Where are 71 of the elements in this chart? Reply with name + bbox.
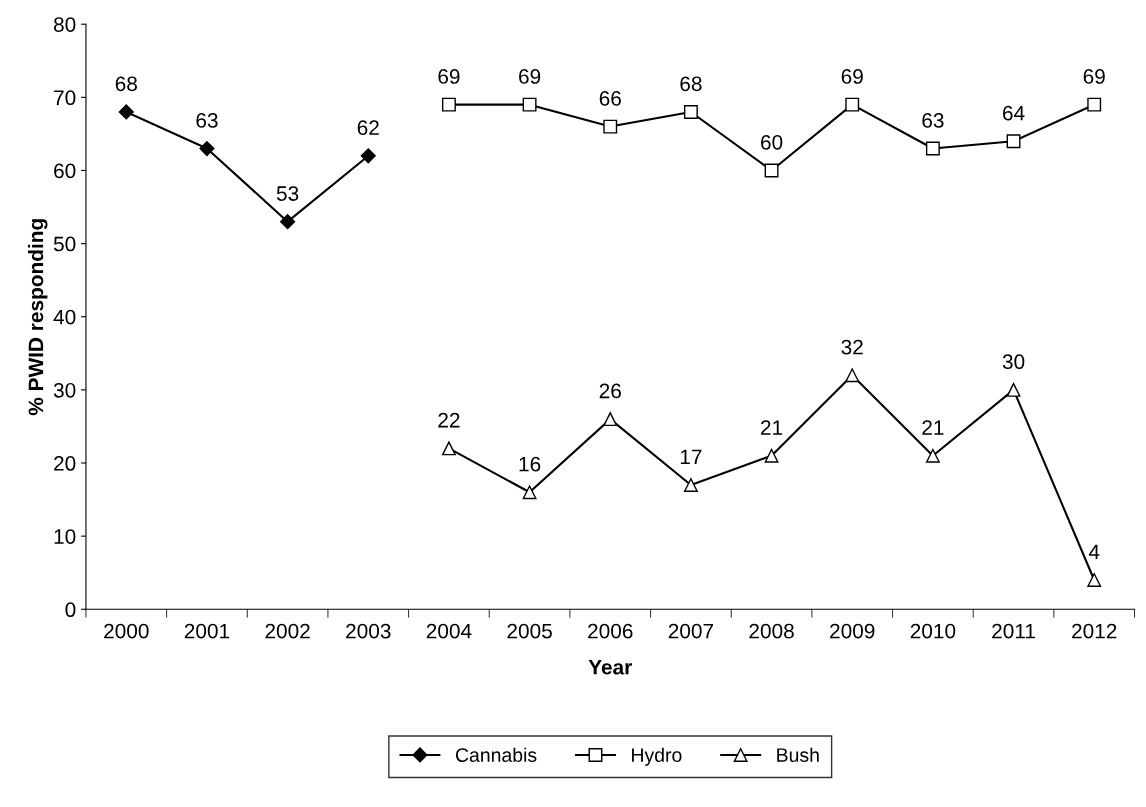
data-label: 69	[841, 69, 863, 84]
point	[522, 97, 537, 112]
point	[441, 97, 456, 112]
y-axis-title: % PWID responding	[27, 219, 48, 416]
data-label: 64	[1003, 105, 1025, 121]
data-label: 68	[680, 76, 702, 92]
point	[280, 214, 296, 230]
data-label: 21	[761, 420, 783, 435]
x-tick-label: 2010	[910, 623, 956, 639]
point	[764, 448, 779, 463]
x-tick-label: 2001	[184, 623, 230, 639]
point	[1006, 382, 1021, 397]
data-label: 63	[196, 113, 218, 128]
data-label: 17	[680, 449, 702, 464]
data-label: 69	[519, 69, 541, 84]
x-tick-label: 2007	[668, 623, 714, 639]
y-tick-label: 40	[53, 309, 76, 325]
point	[925, 141, 940, 156]
point	[199, 140, 215, 157]
data-label: 68	[115, 76, 137, 92]
data-label: 4	[1088, 544, 1100, 560]
point	[764, 163, 779, 178]
point	[1087, 573, 1102, 587]
data-label: 22	[438, 412, 460, 428]
point	[1006, 134, 1021, 149]
data-label: 66	[599, 91, 621, 106]
y-tick-label: 10	[54, 529, 76, 544]
y-tick-label: 20	[54, 456, 76, 471]
data-label: 30	[1002, 354, 1025, 370]
point	[360, 148, 376, 164]
data-label: 60	[761, 134, 783, 150]
legend-label: Hydro	[632, 747, 682, 766]
point	[925, 448, 940, 463]
y-tick-label: 70	[54, 90, 76, 106]
point	[603, 119, 618, 134]
data-label: 26	[599, 383, 621, 399]
y-tick-label: 80	[53, 17, 76, 32]
x-tick-label: 2012	[1072, 623, 1117, 639]
data-label: 32	[841, 339, 863, 355]
point	[683, 105, 698, 119]
x-tick-label: 2005	[507, 623, 552, 639]
legend-label: Bush	[777, 747, 819, 762]
point	[845, 368, 860, 383]
point	[441, 441, 456, 456]
point	[1087, 97, 1102, 112]
data-label: 16	[519, 456, 541, 472]
x-tick-label: 2000	[104, 623, 149, 639]
y-tick-label: 60	[54, 163, 76, 179]
data-label: 62	[357, 120, 379, 136]
data-label: 63	[922, 113, 944, 128]
y-tick-label: 0	[65, 602, 76, 618]
point	[118, 104, 134, 120]
x-tick-label: 2004	[426, 623, 472, 639]
data-label: 69	[438, 69, 460, 84]
x-tick-label: 2011	[992, 623, 1035, 639]
point	[683, 478, 698, 492]
x-tick-label: 2009	[830, 623, 875, 639]
data-label: 69	[1083, 69, 1105, 84]
y-tick-label: 50	[53, 236, 76, 252]
x-tick-label: 2008	[749, 623, 794, 639]
point	[845, 97, 860, 112]
x-tick-label: 2003	[346, 623, 391, 639]
x-axis-title: Year	[588, 660, 632, 675]
x-tick-label: 2002	[265, 623, 310, 639]
data-label: 21	[922, 420, 944, 435]
point	[522, 485, 537, 500]
point	[603, 412, 618, 427]
y-tick-label: 30	[53, 382, 76, 398]
legend-label: Cannabis	[455, 747, 537, 762]
x-tick-label: 2006	[588, 623, 633, 639]
data-label: 53	[276, 186, 299, 201]
